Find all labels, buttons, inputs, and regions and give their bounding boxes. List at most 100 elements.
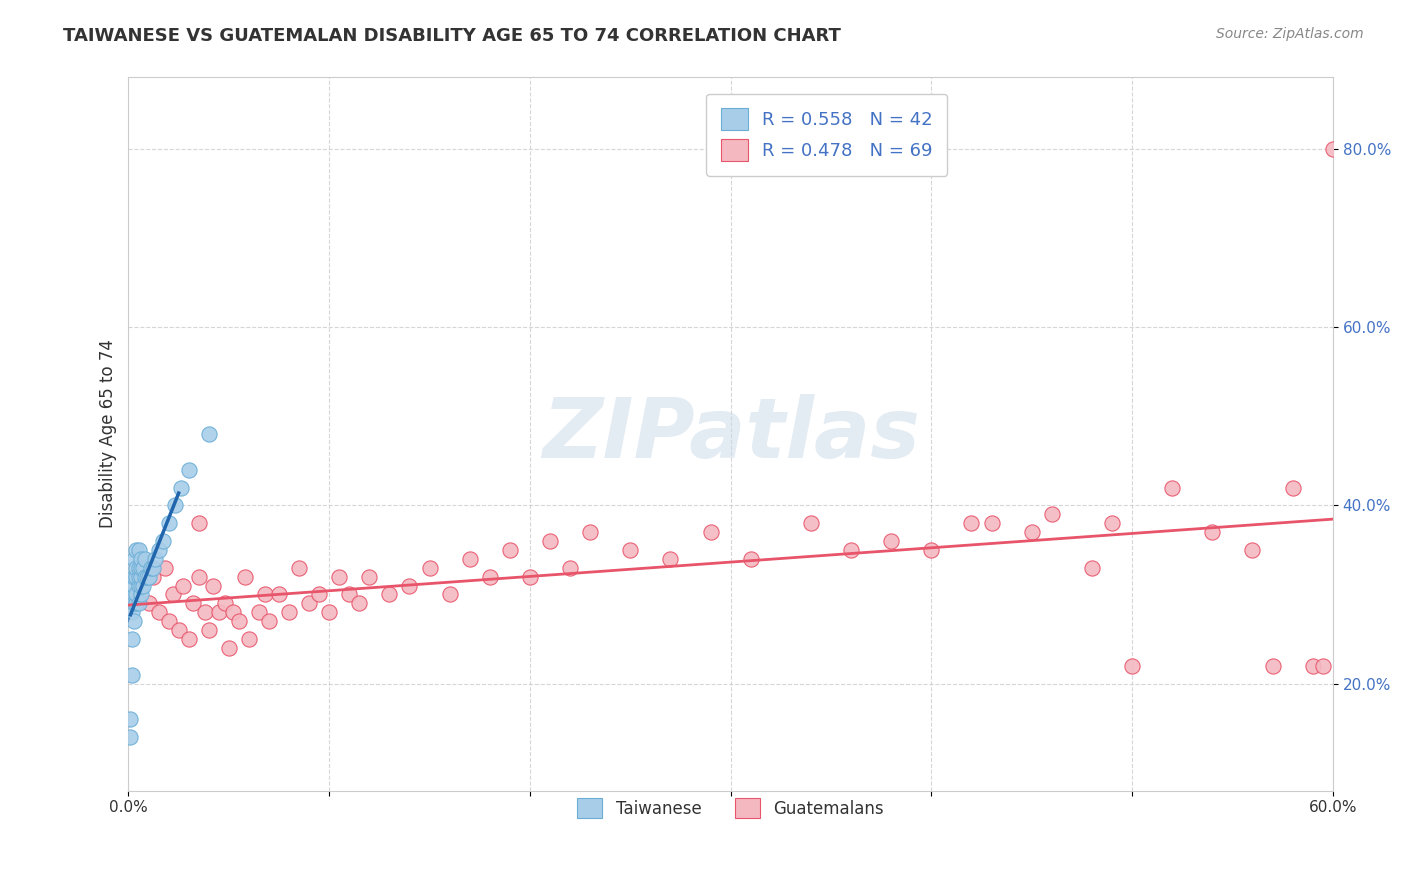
Point xyxy=(121,587,143,601)
Point xyxy=(129,569,152,583)
Point xyxy=(288,560,311,574)
Point xyxy=(138,569,160,583)
Point xyxy=(194,605,217,619)
Point xyxy=(1312,658,1334,673)
Point xyxy=(278,605,301,619)
Point xyxy=(120,712,142,726)
Point xyxy=(800,516,823,531)
Point xyxy=(1021,525,1043,540)
Point xyxy=(499,542,522,557)
Point xyxy=(128,560,150,574)
Point xyxy=(152,533,174,548)
Point xyxy=(458,551,481,566)
Point xyxy=(519,569,541,583)
Point xyxy=(247,605,270,619)
Point xyxy=(1261,658,1284,673)
Point xyxy=(659,551,682,566)
Point xyxy=(619,542,641,557)
Point xyxy=(257,614,280,628)
Point xyxy=(121,605,143,619)
Point xyxy=(197,427,219,442)
Point xyxy=(134,569,156,583)
Point xyxy=(142,569,165,583)
Point xyxy=(920,542,942,557)
Point xyxy=(419,560,441,574)
Point xyxy=(124,596,146,610)
Point xyxy=(134,551,156,566)
Point xyxy=(121,667,143,681)
Point xyxy=(699,525,721,540)
Point xyxy=(839,542,862,557)
Point xyxy=(121,632,143,646)
Y-axis label: Disability Age 65 to 74: Disability Age 65 to 74 xyxy=(100,340,117,528)
Point xyxy=(1161,481,1184,495)
Point xyxy=(208,605,231,619)
Point xyxy=(148,605,170,619)
Point xyxy=(218,640,240,655)
Point xyxy=(538,533,561,548)
Point xyxy=(328,569,350,583)
Point xyxy=(131,578,153,592)
Point xyxy=(157,614,180,628)
Point xyxy=(398,578,420,592)
Point xyxy=(148,542,170,557)
Point xyxy=(172,578,194,592)
Point xyxy=(233,569,256,583)
Point xyxy=(125,542,148,557)
Point xyxy=(131,560,153,574)
Point xyxy=(124,614,146,628)
Point xyxy=(880,533,903,548)
Point xyxy=(177,463,200,477)
Point xyxy=(740,551,762,566)
Point xyxy=(478,569,501,583)
Point xyxy=(153,560,176,574)
Point xyxy=(980,516,1002,531)
Point xyxy=(1121,658,1143,673)
Point xyxy=(1302,658,1324,673)
Point xyxy=(129,560,152,574)
Point xyxy=(125,587,148,601)
Point xyxy=(135,569,157,583)
Point xyxy=(579,525,602,540)
Point xyxy=(1241,542,1264,557)
Point xyxy=(378,587,401,601)
Point xyxy=(124,578,146,592)
Point xyxy=(125,560,148,574)
Point xyxy=(960,516,983,531)
Point xyxy=(143,551,166,566)
Point xyxy=(1201,525,1223,540)
Point xyxy=(201,578,224,592)
Legend: Taiwanese, Guatemalans: Taiwanese, Guatemalans xyxy=(571,791,890,825)
Point xyxy=(138,596,160,610)
Point xyxy=(222,605,245,619)
Point xyxy=(177,632,200,646)
Point xyxy=(187,569,209,583)
Point xyxy=(128,596,150,610)
Point xyxy=(128,578,150,592)
Point xyxy=(439,587,461,601)
Point xyxy=(124,551,146,566)
Point xyxy=(129,587,152,601)
Point xyxy=(128,542,150,557)
Point xyxy=(253,587,276,601)
Point xyxy=(129,551,152,566)
Point xyxy=(349,596,371,610)
Point xyxy=(169,481,191,495)
Point xyxy=(359,569,381,583)
Point xyxy=(1281,481,1303,495)
Point xyxy=(120,730,142,744)
Point xyxy=(163,499,186,513)
Text: ZIPatlas: ZIPatlas xyxy=(541,393,920,475)
Point xyxy=(128,569,150,583)
Point xyxy=(1322,142,1344,156)
Point xyxy=(157,516,180,531)
Point xyxy=(308,587,330,601)
Point xyxy=(162,587,184,601)
Point xyxy=(167,623,190,637)
Point xyxy=(125,596,148,610)
Point xyxy=(1101,516,1123,531)
Point xyxy=(267,587,290,601)
Point xyxy=(214,596,236,610)
Text: Source: ZipAtlas.com: Source: ZipAtlas.com xyxy=(1216,27,1364,41)
Point xyxy=(337,587,360,601)
